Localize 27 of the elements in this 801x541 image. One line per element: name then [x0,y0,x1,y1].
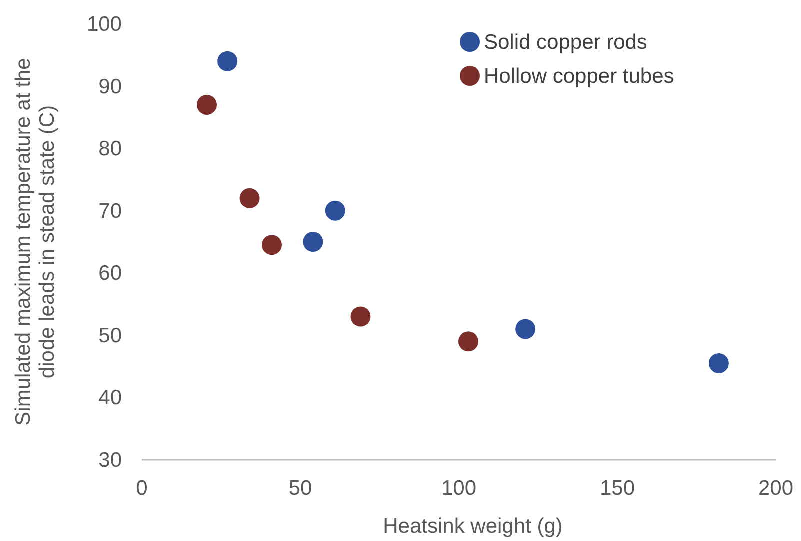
x-tick-label: 150 [600,477,636,500]
y-tick-label: 40 [98,386,122,410]
y-axis-title: Simulated maximum temperature at the diode leads in stead state (C) [12,58,59,426]
point [350,306,371,327]
y-tick-label: 90 [98,75,122,98]
point [303,232,324,252]
y-tick-label: 80 [98,138,122,161]
y-tick-label: 30 [98,449,122,472]
point [325,200,346,221]
point [458,332,479,352]
x-tick-label: 0 [136,477,148,500]
x-axis-title: Heatsink weight (g) [383,515,563,538]
y-tick-label: 60 [98,262,122,286]
point [240,188,260,208]
point [516,319,536,340]
legend-label: Solid copper rods [484,31,648,54]
legend-label: Hollow copper tubes [484,65,674,88]
point [196,94,217,115]
y-tick-label: 70 [98,200,122,223]
x-tick-label: 200 [758,477,794,500]
point [218,51,238,72]
y-tick-label: 100 [86,13,122,36]
y-tick-label: 50 [98,324,122,348]
x-tick-label: 50 [288,477,312,500]
x-tick-label: 100 [441,477,477,500]
point [708,353,729,374]
point [262,235,282,256]
